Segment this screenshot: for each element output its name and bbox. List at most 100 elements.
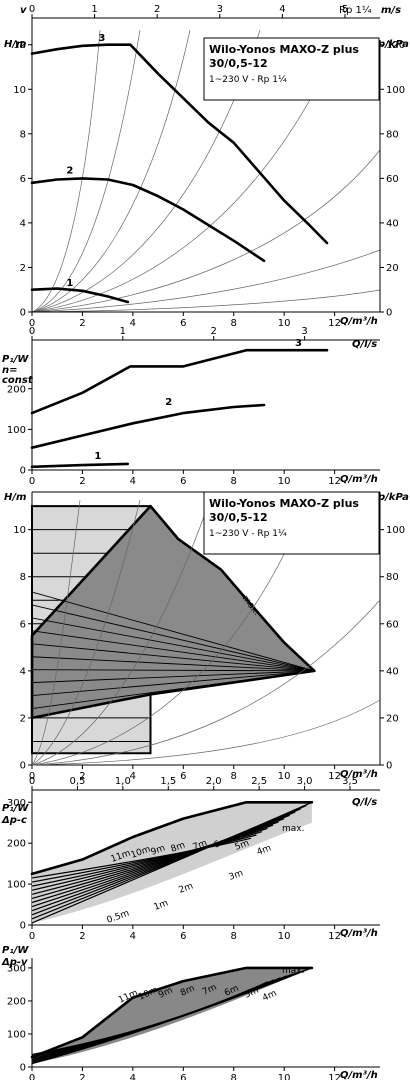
chart3-y-tick-label: 10 — [13, 525, 26, 536]
chart3-x-ticks: 0 2 4 6 8 10 12 — [29, 765, 341, 782]
chart4-top-tick-label: 2,5 — [251, 776, 267, 787]
chart2-y-ticks: 0 100 200 — [7, 384, 32, 477]
chart2-ylabel: P₁/W — [2, 354, 29, 365]
chart5-band — [30, 966, 314, 1065]
chart2-x-tick-label: 4 — [130, 476, 136, 487]
chart3-y-tick-label: 2 — [20, 713, 26, 724]
chart1-title-line1: Wilo-Yonos MAXO-Z plus — [209, 43, 359, 56]
chart1-y2-tick-label: 80 — [386, 129, 399, 140]
chart3-ylabel: H/m — [4, 492, 26, 503]
chart5-setpoint-label: 4m — [261, 989, 278, 1004]
chart5-max-line — [30, 966, 314, 1059]
chart1-x-tick-label: 10 — [278, 318, 291, 329]
chart4-top-tick-label: 1,5 — [160, 776, 176, 787]
chart1-y2-tick-label: 60 — [386, 174, 399, 185]
chart3-dp-v-line — [31, 591, 315, 672]
chart4-setpoint-line — [31, 824, 274, 895]
chart4-setpoint-line — [31, 827, 268, 891]
chart3-y-ticks: 0 2 4 6 8 10 — [13, 525, 32, 772]
chart4-x-tick-label: 4 — [130, 931, 136, 942]
chart2-y-tick-label: 200 — [7, 384, 26, 395]
chart4-max-label: max. — [282, 824, 304, 834]
chart4-setpoint-line — [31, 821, 279, 899]
chart2-x-tick-label: 2 — [79, 476, 85, 487]
chart3-y2-tick-label: 40 — [386, 666, 399, 677]
chart5-x-tick-label: 12 — [328, 1073, 341, 1080]
chart1-y-tick-label: 4 — [20, 218, 26, 229]
chart2-series-2-label: 2 — [165, 397, 172, 408]
chart1-x-tick-label: 0 — [29, 318, 35, 329]
chart5-x-tick-label: 6 — [180, 1073, 186, 1080]
chart5-x-ticks: 0 2 4 6 8 10 12 — [29, 1067, 341, 1080]
chart3-y-tick-label: 4 — [20, 666, 26, 677]
chart2-top-tick-label: 3 — [301, 326, 307, 337]
chart2-series-3-line — [30, 348, 329, 415]
chart2-y-tick-label: 100 — [7, 425, 26, 436]
chart5-xlabel: Q/m³/h — [340, 1070, 378, 1080]
chart3-dp-v-line — [31, 670, 315, 697]
chart4-top-tick-label: 3,5 — [342, 776, 358, 787]
chart4-top-axis-label: Q/l/s — [352, 797, 377, 808]
chart2-top-tick-label: 2 — [211, 326, 217, 337]
chart3-title-box — [203, 491, 380, 555]
chart1-y-tick-label: 2 — [20, 263, 26, 274]
chart3-x-tick-label: 2 — [79, 771, 85, 782]
chart1-y2-tick-label: 0 — [386, 308, 392, 319]
chart3-regions — [30, 504, 316, 755]
chart2-top-ticks: 0 1 2 3 — [29, 326, 308, 340]
chart5-x-tick-label: 0 — [29, 1073, 35, 1080]
chart2-x-tick-label: 8 — [231, 476, 237, 487]
chart1-y2-tick-label: 40 — [386, 218, 399, 229]
chart4-top-tick-label: 1,0 — [115, 776, 131, 787]
chart1-ylabel: H/m — [4, 39, 26, 50]
chart1-top-ticks: 0 1 2 3 4 5 — [29, 4, 348, 18]
chart3-dp-v-line — [31, 669, 315, 672]
chart5-ylabel-mode: Δp-v — [1, 957, 28, 968]
chart1-top-axis-label: v — [20, 5, 27, 16]
chart4-setpoint-label: 6m — [213, 836, 230, 850]
chart3-dp-v-line — [31, 656, 315, 672]
chart1-top-tick-label: 2 — [154, 4, 160, 15]
chart2-series: 1 2 3 — [30, 338, 329, 469]
chart1-x-tick-label: 12 — [328, 318, 341, 329]
chart4-y-tick-label: 200 — [7, 839, 26, 850]
chart1-series-3-label: 3 — [98, 33, 105, 44]
chart3-dp-v-region — [30, 504, 316, 720]
chart1-series: 1 2 3 — [30, 33, 329, 304]
chart1-y2-ticks: 0 20 40 60 80 100 120 — [380, 40, 405, 319]
chart1-subtitle: 1~230 V - Rp 1¼ — [209, 75, 287, 85]
chart1-top-tick-label: 4 — [279, 4, 285, 15]
chart3-title-line2: 30/0,5-12 — [209, 511, 268, 524]
chart4-xlabel: Q/m³/h — [340, 928, 378, 939]
chart1-top-tick-label: 0 — [29, 4, 35, 15]
chart4-power-dp-c: 0 2 4 6 8 10 12 0 100 200 300 0 0,5 1,0 1,5 2,0 2,5 3,0… — [1, 776, 380, 942]
chart1-y2label: p/kPa — [377, 39, 409, 50]
chart4-band — [30, 801, 314, 924]
chart3-dp-v-line — [31, 670, 315, 684]
chart3-x-tick-label: 0 — [29, 771, 35, 782]
chart4-setpoint-label: 4m — [256, 843, 273, 857]
chart1-series-2-line — [30, 177, 266, 263]
chart5-frame — [31, 958, 380, 1068]
chart3-x-tick-label: 6 — [180, 771, 186, 782]
chart5-x-tick-label: 8 — [231, 1073, 237, 1080]
chart3-operating-range: 0 2 4 6 8 10 12 0 2 4 6 8 10 0 20 40 60 80 100 H/m p/kPa… — [4, 491, 409, 782]
chart1-top-tick-label: 1 — [91, 4, 97, 15]
chart4-setpoint-line — [31, 811, 296, 912]
chart2-ylabel-const: const — [2, 375, 34, 386]
chart4-setpoint-line — [31, 818, 285, 904]
chart5-y-ticks: 0 100 200 300 — [7, 963, 32, 1074]
chart2-series-3-label: 3 — [295, 338, 302, 349]
chart2-x-tick-label: 10 — [278, 476, 291, 487]
chart3-y2-tick-label: 80 — [386, 572, 399, 583]
chart4-x-tick-label: 6 — [180, 931, 186, 942]
chart4-setpoint-label: 2m — [178, 881, 195, 895]
chart5-y-tick-label: 0 — [20, 1063, 26, 1074]
chart5-y-tick-label: 200 — [7, 996, 26, 1007]
chart2-x-tick-label: 0 — [29, 476, 35, 487]
chart3-y-tick-label: 0 — [20, 761, 26, 772]
